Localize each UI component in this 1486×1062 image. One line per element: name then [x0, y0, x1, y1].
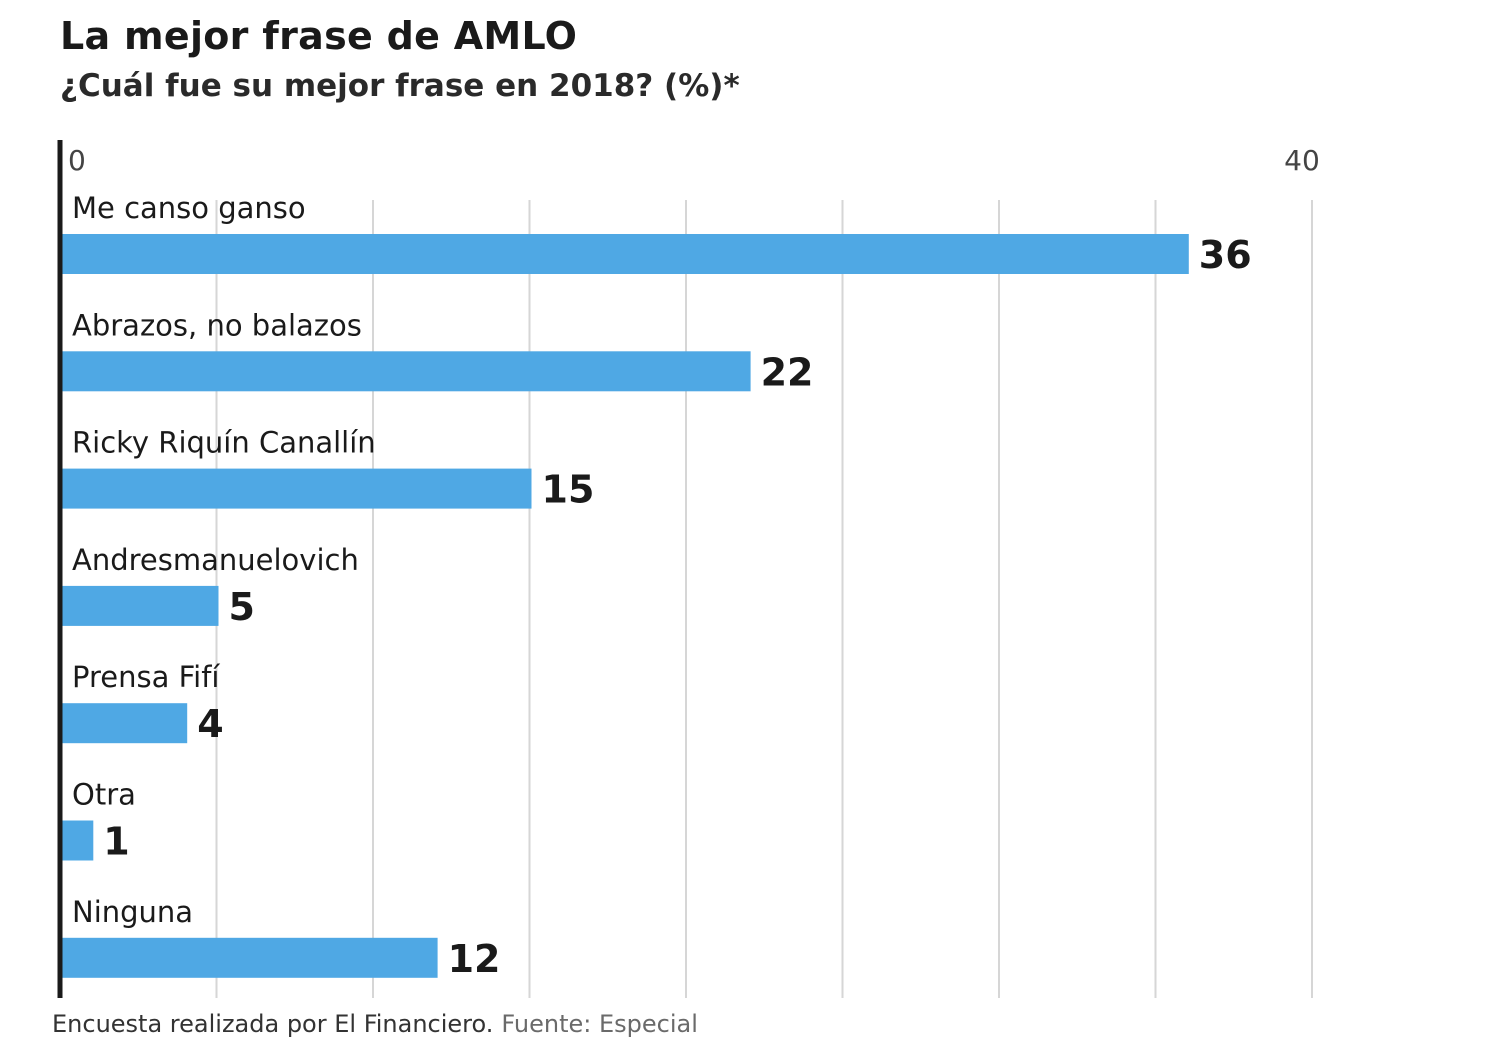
category-label: Ninguna	[72, 895, 193, 929]
gridlines	[215, 200, 1313, 998]
bar	[62, 703, 188, 744]
category-label: Andresmanuelovich	[72, 543, 359, 577]
labels: 0 40 Me canso ganso 36 Abrazos, no balazos 22…	[68, 144, 1320, 981]
value-label: 22	[761, 350, 814, 394]
value-label: 1	[103, 820, 129, 864]
chart-title: La mejor frase de AMLO	[60, 14, 578, 58]
bar	[62, 234, 1189, 274]
tick-label: 40	[1284, 144, 1320, 177]
bar	[62, 585, 219, 626]
chart-footer: Encuesta realizada por El Financiero. Fue…	[52, 1010, 698, 1038]
chart-subtitle: ¿Cuál fue su mejor frase en 2018? (%)*	[60, 68, 740, 104]
bar	[62, 820, 94, 861]
value-label: 4	[197, 702, 223, 746]
source-note: Fuente: Especial	[501, 1010, 698, 1038]
bars	[62, 234, 1189, 978]
category-label: Me canso ganso	[72, 191, 306, 225]
survey-note: Encuesta realizada por El Financiero.	[52, 1010, 494, 1038]
category-label: Abrazos, no balazos	[72, 308, 362, 342]
category-label: Prensa Fifí	[72, 660, 220, 694]
value-label: 36	[1199, 233, 1252, 277]
bar	[62, 351, 751, 392]
value-label: 5	[229, 585, 255, 629]
tick-label: 0	[68, 144, 86, 177]
category-label: Ricky Riquín Canallín	[72, 426, 376, 460]
value-label: 15	[542, 468, 595, 512]
bar	[62, 937, 438, 978]
value-label: 12	[448, 937, 501, 981]
category-label: Otra	[72, 778, 136, 812]
bar	[62, 468, 532, 509]
